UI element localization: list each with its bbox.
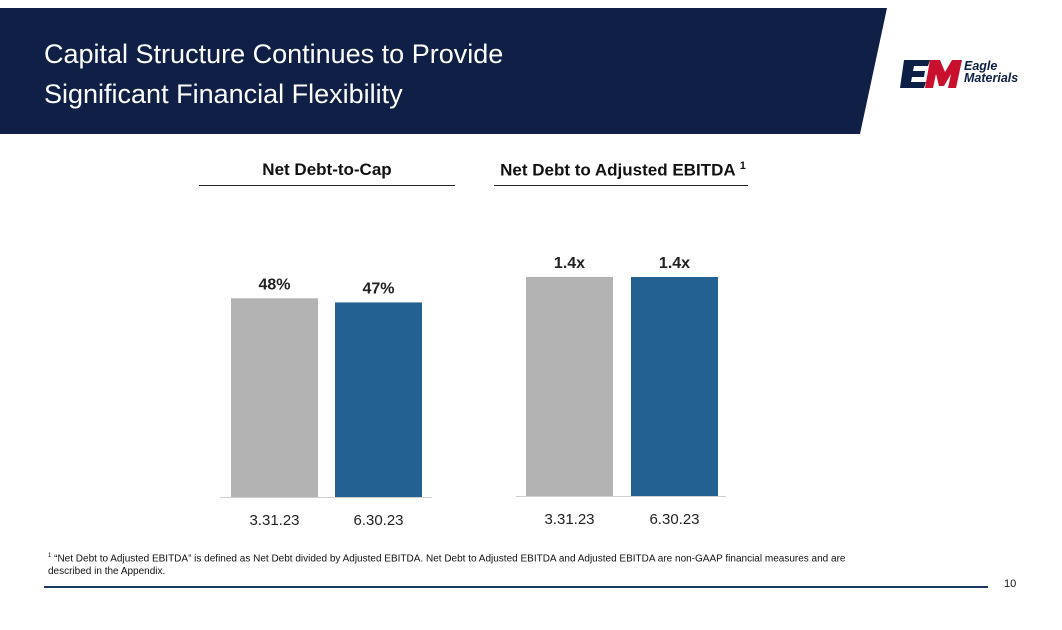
chart-1-title: Net Debt-to-Cap (262, 160, 392, 179)
logo-m-shape (925, 60, 962, 88)
chart-2-title-underline (494, 185, 748, 186)
footnote-marker: 1 (48, 553, 52, 559)
footer-rule (44, 586, 988, 588)
page-number: 10 (1004, 578, 1017, 590)
chart-2-title: Net Debt to Adjusted EBITDA 1 (490, 160, 756, 181)
page-title: Capital Structure Continues to Provide S… (44, 39, 504, 109)
footnote-text: “Net Debt to Adjusted EBITDA” is defined… (48, 553, 846, 577)
chart-1-bar-3.31.23 (231, 298, 318, 497)
logo-e-shape (900, 60, 930, 88)
chart-2-bar-6.30.23 (631, 277, 718, 496)
chart-2-title-text: Net Debt to Adjusted EBITDA (500, 160, 735, 180)
chart-1-value-label: 47% (362, 280, 394, 297)
chart-2-bar-3.31.23 (526, 277, 613, 496)
banner-polygon (0, 8, 887, 134)
eagle-materials-logo (900, 60, 962, 88)
logo-wordmark: Eagle Materials (964, 59, 1019, 85)
chart-1-bar-6.30.23 (335, 302, 422, 497)
chart-1-category-label: 6.30.23 (353, 512, 403, 529)
chart-2-title-footnote-marker: 1 (739, 160, 746, 172)
banner-shape (0, 8, 887, 134)
chart-1-category-label: 3.31.23 (249, 512, 299, 529)
chart-1-title-underline (199, 185, 455, 186)
chart-2-value-label: 1.4x (659, 255, 690, 272)
footnote: 1 “Net Debt to Adjusted EBITDA” is defin… (48, 550, 868, 578)
title-banner (0, 8, 890, 134)
chart-2-value-label: 1.4x (554, 255, 585, 272)
chart-2-category-label: 6.30.23 (649, 511, 699, 528)
chart-2-category-label: 3.31.23 (544, 511, 594, 528)
chart-1-value-label: 48% (258, 276, 290, 293)
